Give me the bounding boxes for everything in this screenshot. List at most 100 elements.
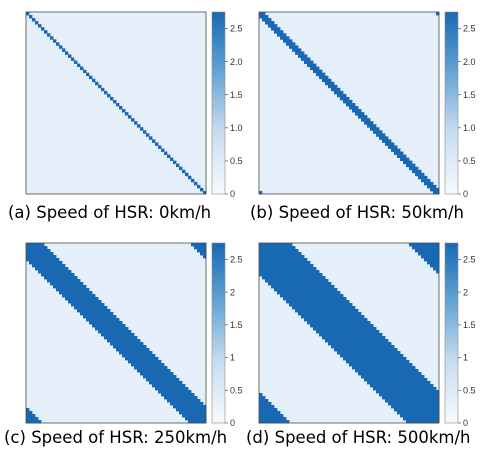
heatmap-cell-run <box>194 181 198 186</box>
caption-c: (c) Speed of HSR: 250km/h <box>4 428 228 447</box>
plot-frame <box>25 242 207 424</box>
heatmap-cell-run <box>137 369 171 373</box>
heatmap-cell-run <box>194 246 207 250</box>
heatmap-cell-run <box>32 18 36 22</box>
heatmap-cell-run <box>95 327 129 331</box>
heatmap-cell-run <box>119 106 123 110</box>
heatmap-cell-run <box>343 99 353 104</box>
heatmap-cell-run <box>38 24 42 28</box>
heatmap-cell-run <box>197 184 201 189</box>
heatmap-cell-run <box>200 252 207 256</box>
heatmap-cell-run <box>274 288 338 292</box>
colorbar-tick-label: 0 <box>463 189 468 199</box>
heatmap-cell-run <box>364 121 374 125</box>
heatmap-cell-run <box>26 408 30 412</box>
heatmap-cell-run <box>397 154 407 158</box>
heatmap-cell-run <box>140 127 144 131</box>
heatmap-cell-run <box>262 276 326 280</box>
heatmap-cell-run <box>370 127 380 131</box>
heatmap-cell-run <box>47 279 81 283</box>
heatmap-cell-run <box>331 345 395 349</box>
heatmap-cell-run <box>313 327 377 331</box>
heatmap-cell-run <box>277 33 287 37</box>
heatmap-cell-run <box>203 190 207 195</box>
heatmap-cell-run <box>364 378 428 382</box>
colorbar-tick-label: 2.5 <box>463 255 476 265</box>
heatmap-cell-run <box>340 96 350 101</box>
heatmap-cell-run <box>328 342 392 346</box>
heatmap-cell-run <box>304 318 368 322</box>
heatmap-cell-run <box>134 366 168 370</box>
heatmap-cell-run <box>289 45 299 49</box>
heatmap-cell-run <box>259 396 266 400</box>
heatmap-cell-run <box>409 243 440 247</box>
caption-d: (d) Speed of HSR: 500km/h <box>246 428 471 447</box>
heatmap-cell-run <box>155 387 189 391</box>
heatmap-cell-run <box>352 109 362 113</box>
heatmap-cell-run <box>298 54 308 58</box>
heatmap-cell-run <box>319 333 383 337</box>
heatmap-cell-run <box>325 339 389 343</box>
heatmap-cell-run <box>406 163 416 168</box>
heatmap-cell-run <box>191 243 207 247</box>
heatmap-cell-run <box>95 81 99 86</box>
heatmap-cell-run <box>361 375 425 379</box>
heatmap-cell-run <box>77 63 81 67</box>
heatmap-cell-run <box>80 312 114 316</box>
heatmap-cell-run <box>415 172 425 177</box>
heatmap-cell-run <box>421 255 440 259</box>
heatmap-cell-run <box>325 81 335 86</box>
colorbar-tick-label: 1.5 <box>463 320 476 330</box>
heatmap-cell-run <box>182 414 207 418</box>
heatmap-cell-run <box>77 309 111 313</box>
heatmap-cell-run <box>259 252 302 256</box>
heatmap-cell-run <box>259 273 323 277</box>
heatmap-cell-run <box>26 258 60 262</box>
heatmap-cell-run <box>259 399 269 403</box>
heatmap-cell-run <box>271 285 335 289</box>
colorbar <box>211 11 226 195</box>
heatmap-cell-run <box>26 255 57 259</box>
heatmap-cell-run <box>131 118 135 122</box>
heatmap-cell-run <box>149 381 183 385</box>
heatmap-cell-run <box>119 351 153 355</box>
heatmap-cell-run <box>280 294 344 298</box>
heatmap-cell-run <box>403 160 413 165</box>
heatmap-cell-run <box>98 84 102 89</box>
caption-a: (a) Speed of HSR: 0km/h <box>8 203 212 222</box>
heatmap-cell-run <box>379 393 440 397</box>
colorbar <box>444 11 459 195</box>
heatmap-b: 0 0.5 1.0 1.5 2.0 2.5 <box>258 11 476 199</box>
heatmap-cell-run <box>310 66 320 71</box>
heatmap-cell-run <box>32 264 66 268</box>
heatmap-cell-run <box>355 112 365 116</box>
heatmap-cell-run <box>418 252 440 256</box>
heatmap-cell-run <box>137 124 141 128</box>
heatmap-cell-run <box>173 160 177 165</box>
heatmap-cell-run <box>92 324 126 328</box>
heatmap-cell-run <box>65 51 69 55</box>
heatmap-cell-run <box>185 417 207 421</box>
heatmap-cell-run <box>259 402 272 406</box>
heatmap-cell-run <box>259 393 263 397</box>
colorbar-tick-label: 0 <box>230 418 235 428</box>
heatmap-cell-run <box>74 306 108 310</box>
heatmap-cell-run <box>59 45 63 49</box>
heatmap-cell-run <box>415 249 440 253</box>
heatmap-cell-run <box>26 417 39 421</box>
heatmap-cell-run <box>412 169 422 174</box>
heatmap-cell-run <box>433 190 440 195</box>
heatmap-cell-run <box>259 417 287 421</box>
colorbar-tick-label: 2.5 <box>230 24 243 34</box>
heatmap-cell-run <box>143 375 177 379</box>
heatmap-cell-run <box>101 87 105 92</box>
heatmap-cell-run <box>26 411 33 415</box>
heatmap-cell-run <box>259 12 266 16</box>
colorbar-tick-label: 1.5 <box>230 90 243 100</box>
heatmap-cell-run <box>35 21 39 25</box>
heatmap-cell-run <box>286 300 350 304</box>
heatmap-cell-run <box>259 261 311 265</box>
heatmap-cell-run <box>295 51 305 55</box>
heatmap-cell-run <box>286 42 296 46</box>
heatmap-cell-run <box>334 90 344 95</box>
